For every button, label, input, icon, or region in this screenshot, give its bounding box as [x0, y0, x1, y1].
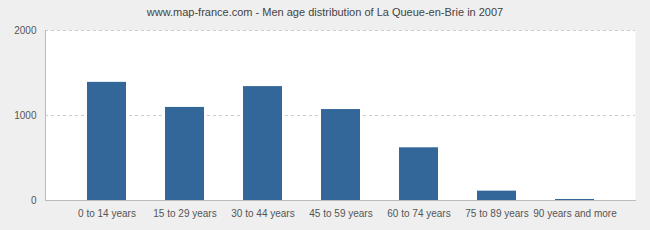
svg-text:0 to 14 years: 0 to 14 years	[78, 208, 136, 219]
svg-text:45 to 59 years: 45 to 59 years	[309, 208, 372, 219]
svg-text:90 years and more: 90 years and more	[533, 208, 617, 219]
svg-text:15 to 29 years: 15 to 29 years	[153, 208, 216, 219]
svg-text:0: 0	[31, 195, 37, 206]
svg-text:75 to 89 years: 75 to 89 years	[465, 208, 528, 219]
svg-text:2000: 2000	[14, 25, 37, 36]
svg-text:1000: 1000	[14, 110, 37, 121]
svg-text:30 to 44 years: 30 to 44 years	[231, 208, 294, 219]
html-text:www.map-france.com - Men age d: www.map-france.com - Men age distributio…	[146, 6, 504, 18]
svg-text:60 to 74 years: 60 to 74 years	[387, 208, 450, 219]
